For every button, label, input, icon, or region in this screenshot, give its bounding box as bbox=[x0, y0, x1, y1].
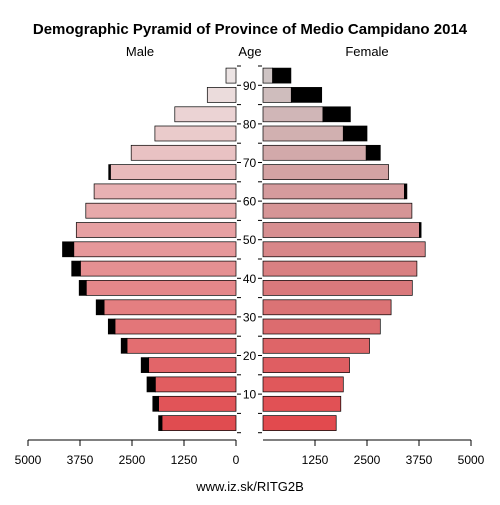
female-bar bbox=[262, 280, 413, 296]
female-bar bbox=[262, 144, 367, 161]
female-bar bbox=[262, 202, 413, 219]
male-extra-bar bbox=[120, 337, 128, 354]
female-bar bbox=[262, 318, 381, 335]
x-tick-label: 5000 bbox=[15, 453, 42, 467]
x-tick-label: 1250 bbox=[171, 453, 198, 467]
x-tick-label: 1250 bbox=[302, 453, 329, 467]
female-bar bbox=[262, 337, 370, 354]
female-extra-bar bbox=[272, 67, 292, 84]
male-extra-bar bbox=[108, 164, 111, 180]
male-bar bbox=[114, 318, 237, 335]
male-bar bbox=[110, 164, 237, 180]
male-bar bbox=[103, 299, 237, 316]
footer-url: www.iz.sk/RITG2B bbox=[195, 479, 304, 494]
x-tick-label: 0 bbox=[233, 453, 240, 467]
female-bar bbox=[262, 106, 324, 123]
age-tick-label: 40 bbox=[243, 272, 257, 286]
female-extra-bar bbox=[404, 183, 408, 200]
female-bar bbox=[262, 183, 405, 200]
bars-group bbox=[62, 67, 426, 431]
female-extra-bar bbox=[365, 144, 381, 161]
x-tick-label: 3750 bbox=[406, 453, 433, 467]
female-bar bbox=[262, 395, 342, 412]
female-bar bbox=[262, 87, 292, 103]
age-tick-label: 20 bbox=[243, 349, 257, 363]
x-tick-label: 2500 bbox=[119, 453, 146, 467]
male-bar bbox=[75, 222, 237, 238]
male-bar bbox=[126, 337, 237, 354]
age-tick-label: 50 bbox=[243, 233, 257, 247]
male-bar bbox=[148, 357, 237, 373]
female-extra-bar bbox=[419, 222, 422, 238]
male-bar bbox=[161, 415, 237, 431]
male-bar bbox=[206, 87, 237, 103]
x-tick-label: 2500 bbox=[354, 453, 381, 467]
age-tick-label: 80 bbox=[243, 117, 257, 131]
x-tick-label: 5000 bbox=[458, 453, 485, 467]
male-extra-bar bbox=[95, 299, 105, 316]
female-bar bbox=[262, 125, 344, 142]
age-tick-label: 30 bbox=[243, 310, 257, 324]
male-extra-bar bbox=[71, 260, 81, 277]
female-bar bbox=[262, 222, 420, 238]
female-bar bbox=[262, 357, 350, 373]
x-tick-label: 3750 bbox=[67, 453, 94, 467]
male-bar bbox=[158, 395, 237, 412]
male-extra-bar bbox=[78, 280, 87, 296]
female-extra-bar bbox=[342, 125, 368, 142]
male-bar bbox=[73, 241, 237, 258]
male-bar bbox=[174, 106, 237, 123]
female-extra-bar bbox=[322, 106, 351, 123]
age-tick-label: 90 bbox=[243, 79, 257, 93]
chart-title: Demographic Pyramid of Province of Medio… bbox=[33, 21, 468, 38]
male-extra-bar bbox=[140, 357, 150, 373]
male-label: Male bbox=[126, 44, 154, 59]
male-bar bbox=[85, 202, 237, 219]
male-bar bbox=[85, 280, 237, 296]
female-label: Female bbox=[345, 44, 388, 59]
male-extra-bar bbox=[107, 318, 116, 335]
female-bar bbox=[262, 299, 392, 316]
male-bar bbox=[154, 125, 237, 142]
male-bar bbox=[93, 183, 237, 200]
age-label: Age bbox=[238, 44, 261, 59]
female-bar bbox=[262, 260, 418, 277]
axes-group: 10 20 30 40 50 60 70 80 90 5000 3750 2500 1250 0 1250 2… bbox=[15, 65, 485, 467]
male-bar bbox=[154, 376, 237, 393]
male-bar bbox=[130, 144, 237, 161]
female-bar bbox=[262, 376, 344, 393]
female-extra-bar bbox=[290, 87, 323, 103]
male-extra-bar bbox=[62, 241, 75, 258]
female-bar bbox=[262, 415, 337, 431]
age-tick-label: 10 bbox=[243, 388, 257, 402]
age-tick-label: 70 bbox=[243, 156, 257, 170]
male-bar bbox=[225, 67, 237, 84]
male-extra-bar bbox=[158, 415, 163, 431]
male-extra-bar bbox=[152, 395, 159, 412]
female-bar bbox=[262, 164, 389, 180]
female-bar bbox=[262, 241, 426, 258]
female-bar bbox=[262, 67, 273, 84]
male-bar bbox=[80, 260, 237, 277]
male-extra-bar bbox=[146, 376, 156, 393]
age-tick-label: 60 bbox=[243, 195, 257, 209]
